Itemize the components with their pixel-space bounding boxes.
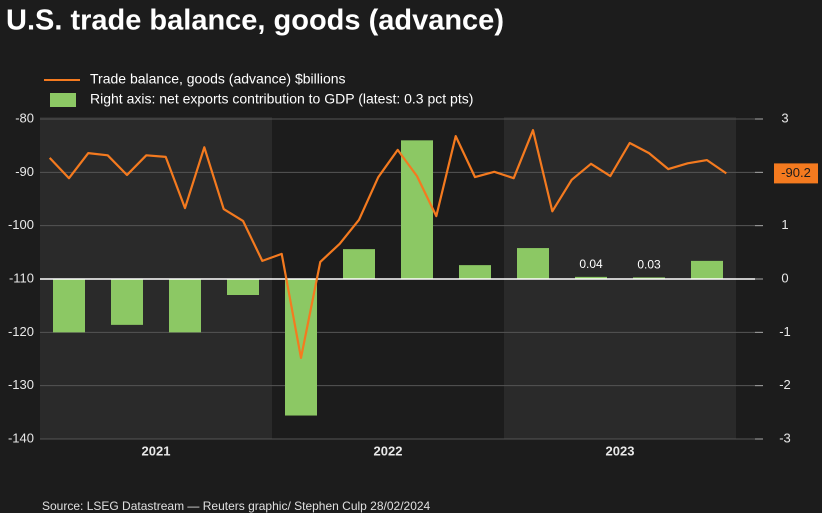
bar <box>227 279 259 295</box>
y-tick-label: -130 <box>8 377 34 392</box>
year-band <box>40 117 272 439</box>
y-tick-label: -90 <box>15 164 34 179</box>
bar <box>575 276 607 279</box>
bar-value-label: 0.04 <box>579 257 603 271</box>
bar <box>691 260 723 279</box>
legend-bar-swatch <box>50 93 76 107</box>
bar <box>343 249 375 279</box>
source: Source: LSEG Datastream — Reuters graphi… <box>42 499 431 513</box>
y2-tick-label: -1 <box>779 324 791 339</box>
bar-value-label: 0.03 <box>637 258 661 272</box>
x-tick-label: 2021 <box>142 443 171 458</box>
bar <box>53 279 85 333</box>
bar <box>517 248 549 279</box>
y2-tick-label: 3 <box>781 110 788 125</box>
y-tick-label: -80 <box>15 110 34 125</box>
bar <box>169 279 201 333</box>
line <box>48 129 727 359</box>
y-tick-label: -120 <box>8 324 34 339</box>
bar <box>459 265 491 279</box>
y2-tick-label: -2 <box>779 377 791 392</box>
legend-entry: Trade balance, goods (advance) $billions <box>90 71 346 87</box>
bar <box>111 279 143 325</box>
x-tick-label: 2022 <box>374 443 403 458</box>
bar <box>633 277 665 279</box>
chart-title: U.S. trade balance, goods (advance) <box>6 5 504 37</box>
y-tick-label: -100 <box>8 217 34 232</box>
x-tick-label: 2023 <box>606 443 635 458</box>
end-value-label: -90.2 <box>781 165 811 180</box>
legend-entry: Right axis: net exports contribution to … <box>90 91 473 107</box>
y-tick-label: -140 <box>8 430 34 445</box>
y2-tick-label: 1 <box>781 217 788 232</box>
y2-tick-label: 0 <box>781 270 788 285</box>
end-label-box <box>774 163 818 184</box>
y-tick-label: -110 <box>9 270 34 285</box>
y2-tick-label: -3 <box>779 430 791 445</box>
